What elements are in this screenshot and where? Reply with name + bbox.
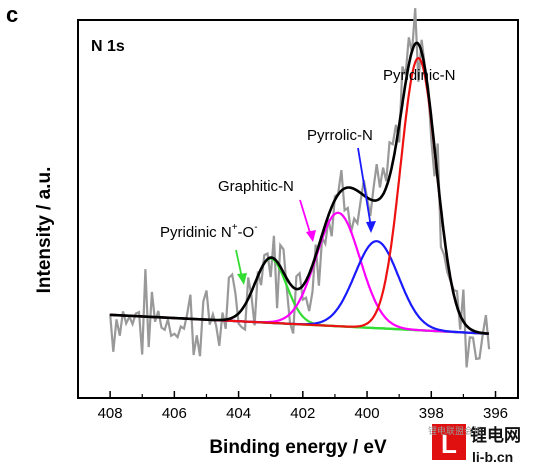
annotation-graphitic-n: Graphitic-N — [218, 178, 294, 195]
y-axis-title: Intensity / a.u. — [34, 167, 55, 294]
spectrum-label: N 1s — [91, 38, 125, 55]
watermark-logo-letter: L — [441, 429, 457, 459]
annotation-pyridinic-n: Pyridinic-N — [383, 67, 456, 84]
x-tick-label-404: 404 — [226, 405, 251, 422]
fit-layer — [109, 41, 490, 335]
peak-pyridinic-n-line — [109, 56, 489, 335]
watermark-logo — [432, 424, 466, 460]
arrow-pyridinic-n-oxide — [235, 249, 247, 285]
x-tick-label-408: 408 — [98, 405, 123, 422]
x-tick-label-396: 396 — [483, 405, 508, 422]
annotation-pyridinic-n-oxide: Pyridinic N+-O- — [160, 222, 258, 241]
x-ticks: 408 406 404 402 400 398 396 — [98, 391, 508, 422]
x-tick-label-402: 402 — [290, 405, 315, 422]
envelope-fit-line — [109, 41, 489, 335]
x-tick-label-398: 398 — [419, 405, 444, 422]
watermark-brand: 锂电联盟会长 — [428, 425, 482, 436]
watermark-cn: 锂电网 — [470, 425, 521, 445]
plot-frame — [77, 19, 519, 399]
watermark-en: li-b.cn — [472, 449, 513, 465]
watermark: L 锂电网 li-b.cn 锂电联盟会长 — [428, 424, 521, 465]
x-tick-label-400: 400 — [355, 405, 380, 422]
x-tick-label-406: 406 — [162, 405, 187, 422]
x-axis-title: Binding energy / eV — [209, 437, 387, 458]
panel-label: c — [6, 2, 18, 27]
arrow-graphitic — [299, 199, 316, 242]
annotation-pyrrolic-n: Pyrrolic-N — [307, 127, 373, 144]
arrow-pyrrolic — [357, 147, 376, 233]
